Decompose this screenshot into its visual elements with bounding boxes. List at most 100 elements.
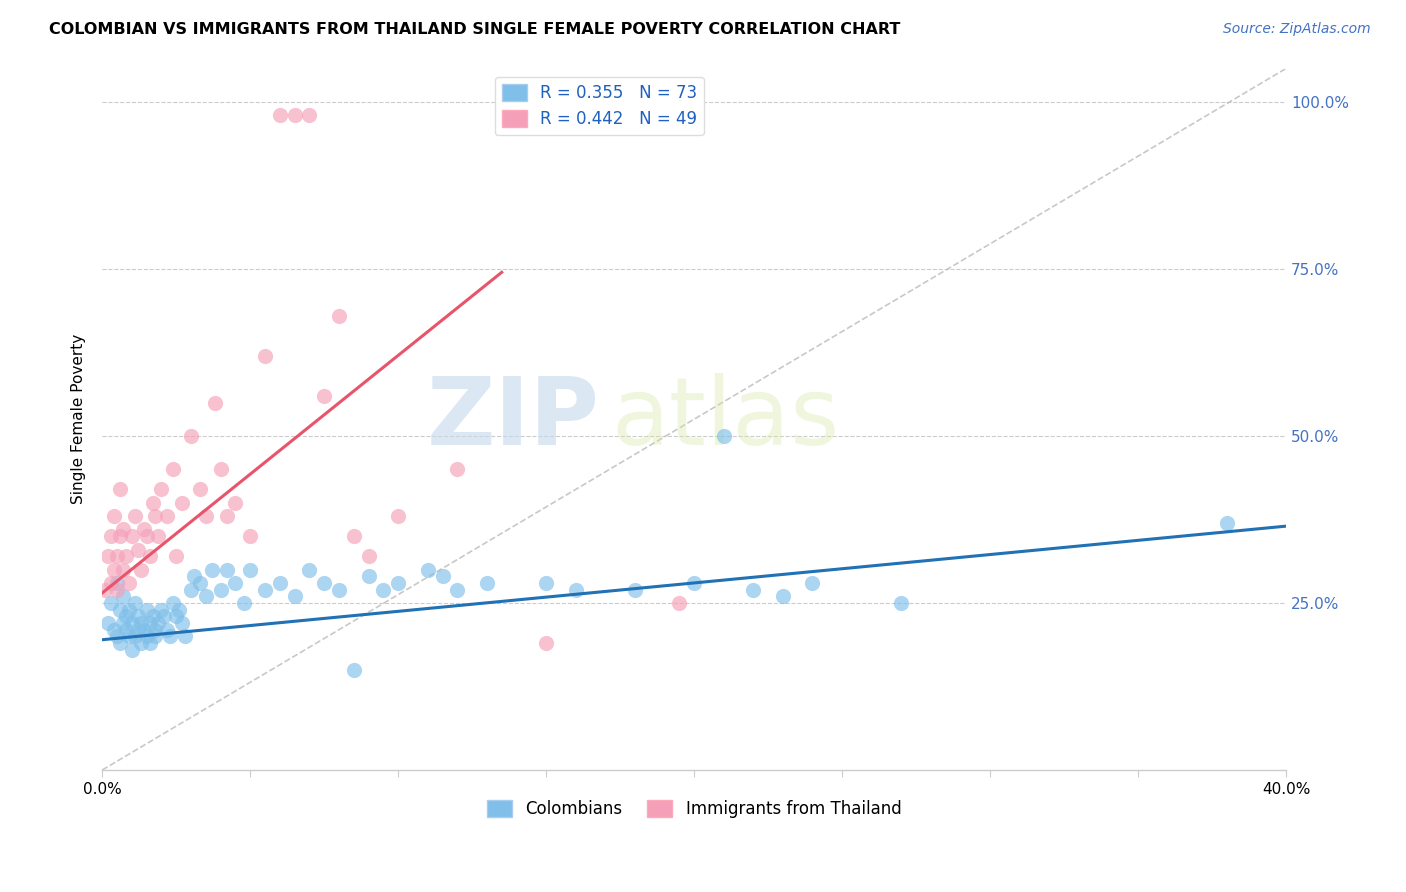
Point xyxy=(253,582,276,597)
Point xyxy=(446,462,468,476)
Point xyxy=(253,349,276,363)
Point xyxy=(108,483,131,497)
Point xyxy=(801,576,824,591)
Legend: Colombians, Immigrants from Thailand: Colombians, Immigrants from Thailand xyxy=(479,793,908,825)
Point xyxy=(1216,516,1239,530)
Point xyxy=(111,615,134,630)
Point xyxy=(148,529,170,543)
Point xyxy=(138,636,160,650)
Point xyxy=(239,563,262,577)
Point xyxy=(111,523,134,537)
Point xyxy=(162,462,184,476)
Point xyxy=(145,629,167,643)
Point xyxy=(100,529,122,543)
Point xyxy=(150,602,173,616)
Point xyxy=(156,509,179,524)
Point xyxy=(148,615,170,630)
Point xyxy=(233,596,256,610)
Point xyxy=(153,609,176,624)
Point xyxy=(239,529,262,543)
Point xyxy=(314,576,336,591)
Point xyxy=(174,629,197,643)
Point xyxy=(94,582,117,597)
Point xyxy=(215,509,238,524)
Point xyxy=(100,596,122,610)
Point xyxy=(624,582,647,597)
Point xyxy=(269,108,291,122)
Point xyxy=(156,623,179,637)
Point xyxy=(188,483,211,497)
Point xyxy=(194,589,217,603)
Point xyxy=(115,623,138,637)
Point xyxy=(118,576,141,591)
Point xyxy=(121,529,143,543)
Point xyxy=(284,589,307,603)
Point xyxy=(115,549,138,564)
Point xyxy=(141,496,163,510)
Point xyxy=(224,576,246,591)
Point xyxy=(135,602,157,616)
Point xyxy=(713,429,735,443)
Point xyxy=(105,629,128,643)
Point xyxy=(105,576,128,591)
Point xyxy=(890,596,912,610)
Point xyxy=(132,523,155,537)
Point xyxy=(432,569,454,583)
Point xyxy=(124,629,146,643)
Point xyxy=(105,549,128,564)
Point xyxy=(162,596,184,610)
Point xyxy=(298,563,321,577)
Point xyxy=(124,596,146,610)
Point xyxy=(103,509,125,524)
Point xyxy=(127,542,149,557)
Point xyxy=(111,563,134,577)
Point xyxy=(328,309,350,323)
Point xyxy=(118,629,141,643)
Point xyxy=(138,615,160,630)
Point xyxy=(668,596,690,610)
Point xyxy=(269,576,291,591)
Point xyxy=(328,582,350,597)
Point xyxy=(284,108,307,122)
Point xyxy=(97,549,120,564)
Point xyxy=(475,576,498,591)
Point xyxy=(165,609,187,624)
Point xyxy=(343,529,366,543)
Point xyxy=(127,623,149,637)
Point xyxy=(188,576,211,591)
Point xyxy=(100,576,122,591)
Y-axis label: Single Female Poverty: Single Female Poverty xyxy=(72,334,86,504)
Point xyxy=(135,529,157,543)
Point xyxy=(772,589,794,603)
Point xyxy=(111,589,134,603)
Point xyxy=(534,636,557,650)
Point xyxy=(132,623,155,637)
Point xyxy=(165,549,187,564)
Point xyxy=(145,509,167,524)
Point xyxy=(159,629,181,643)
Point xyxy=(108,529,131,543)
Point xyxy=(97,615,120,630)
Point xyxy=(343,663,366,677)
Point xyxy=(209,582,232,597)
Point xyxy=(224,496,246,510)
Point xyxy=(145,623,167,637)
Point xyxy=(129,636,152,650)
Point xyxy=(416,563,439,577)
Point xyxy=(683,576,706,591)
Point xyxy=(387,509,409,524)
Point xyxy=(103,563,125,577)
Point xyxy=(172,496,194,510)
Text: atlas: atlas xyxy=(612,373,839,466)
Point xyxy=(121,642,143,657)
Point xyxy=(115,609,138,624)
Point xyxy=(138,549,160,564)
Point xyxy=(167,602,190,616)
Point xyxy=(387,576,409,591)
Point xyxy=(298,108,321,122)
Point xyxy=(108,602,131,616)
Text: ZIP: ZIP xyxy=(426,373,599,466)
Point xyxy=(183,569,205,583)
Point xyxy=(357,549,380,564)
Point xyxy=(172,615,194,630)
